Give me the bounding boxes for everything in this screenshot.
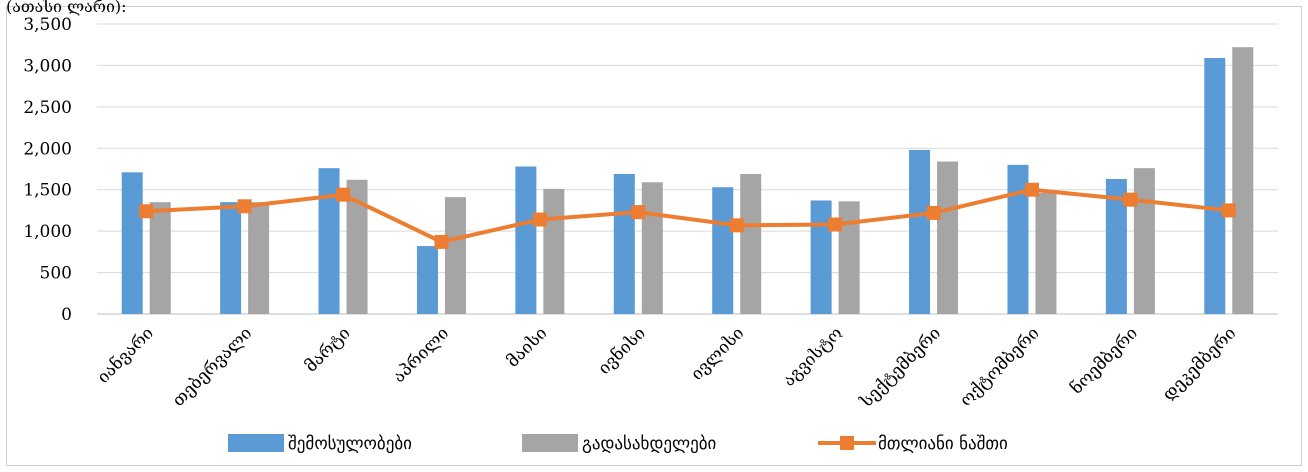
y-tick-label: 0 — [61, 305, 72, 325]
bar-expense — [543, 188, 565, 314]
balance-point — [336, 187, 351, 202]
balance-point — [631, 205, 646, 220]
x-tick-label: მაისი — [503, 323, 551, 371]
x-tick-label: ივლისი — [687, 323, 748, 384]
x-tick-label: აპრილი — [389, 323, 453, 387]
legend-label: შემოსულობები — [288, 434, 412, 454]
bar-expense — [937, 161, 959, 314]
x-tick-label: სექტემბერი — [856, 323, 945, 412]
bar-income — [1007, 164, 1029, 314]
chart-border — [6, 6, 1302, 466]
bar-expense — [1133, 168, 1155, 314]
balance-point — [828, 217, 843, 232]
balance-point — [1123, 192, 1138, 207]
bar-income — [515, 166, 537, 314]
balance-point — [139, 204, 154, 219]
y-tick-label: 500 — [40, 264, 72, 284]
y-tick-label: 3,000 — [23, 56, 72, 76]
x-tick-label: ოქტომბერი — [956, 323, 1043, 410]
bar-expense — [444, 197, 466, 314]
legend: შემოსულობები გადასახდელები მთლიანი ნაშთი — [228, 434, 1008, 454]
bar-expense — [1232, 47, 1254, 314]
bar-expense — [149, 202, 171, 314]
legend-swatch — [522, 434, 578, 452]
balance-line — [146, 187, 1230, 244]
bar-income — [712, 187, 734, 314]
balance-point — [729, 218, 744, 233]
legend-swatch-marker — [840, 436, 854, 450]
line-series — [139, 182, 1236, 249]
gridlines — [97, 23, 1278, 315]
bar-expense — [346, 179, 368, 314]
legend-label: გადასახდელები — [582, 434, 716, 454]
bar-series — [121, 47, 1254, 314]
chart-caption: (ათასი ლარი): — [6, 0, 127, 16]
bar-income — [613, 173, 635, 314]
x-tick-label: აგვისტო — [779, 323, 846, 390]
x-tick-label: მარტი — [301, 323, 354, 376]
y-tick-label: 2,000 — [23, 139, 72, 159]
bar-income — [121, 172, 143, 314]
bar-expense — [641, 182, 663, 314]
bar-income — [810, 200, 832, 314]
bar-income — [220, 202, 242, 314]
balance-point — [926, 205, 941, 220]
x-tick-label: დეკემბერი — [1159, 323, 1241, 405]
balance-point — [532, 212, 547, 227]
y-axis-ticks: 0 500 1,000 1,500 2,000 2,500 3,000 3,500 — [23, 15, 72, 325]
y-tick-label: 2,500 — [23, 98, 72, 118]
bar-income — [1204, 57, 1226, 314]
x-axis-labels: იანვარი თებერვალი მარტი აპრილი მაისი ივნისი ივ… — [94, 323, 1241, 412]
bar-expense — [1035, 193, 1057, 314]
legend-swatch — [228, 434, 284, 452]
bar-income — [1105, 178, 1127, 314]
bar-expense — [838, 201, 860, 314]
bar-income — [416, 246, 438, 314]
bar-expense — [740, 173, 762, 314]
x-tick-label: იანვარი — [94, 323, 158, 387]
bar-income — [318, 168, 340, 314]
balance-point — [434, 234, 449, 249]
bar-expense — [248, 202, 270, 314]
balance-point — [1024, 182, 1039, 197]
balance-point — [1221, 203, 1236, 218]
x-tick-label: ივნისი — [594, 323, 649, 378]
y-tick-label: 1,000 — [23, 222, 72, 242]
legend-label: მთლიანი ნაშთი — [878, 434, 1008, 454]
balance-point — [237, 199, 252, 214]
bar-income — [909, 149, 931, 314]
x-tick-label: თებერვალი — [169, 323, 256, 410]
y-tick-label: 3,500 — [23, 15, 72, 35]
y-tick-label: 1,500 — [23, 181, 72, 201]
x-tick-label: ნოემბერი — [1067, 323, 1142, 398]
